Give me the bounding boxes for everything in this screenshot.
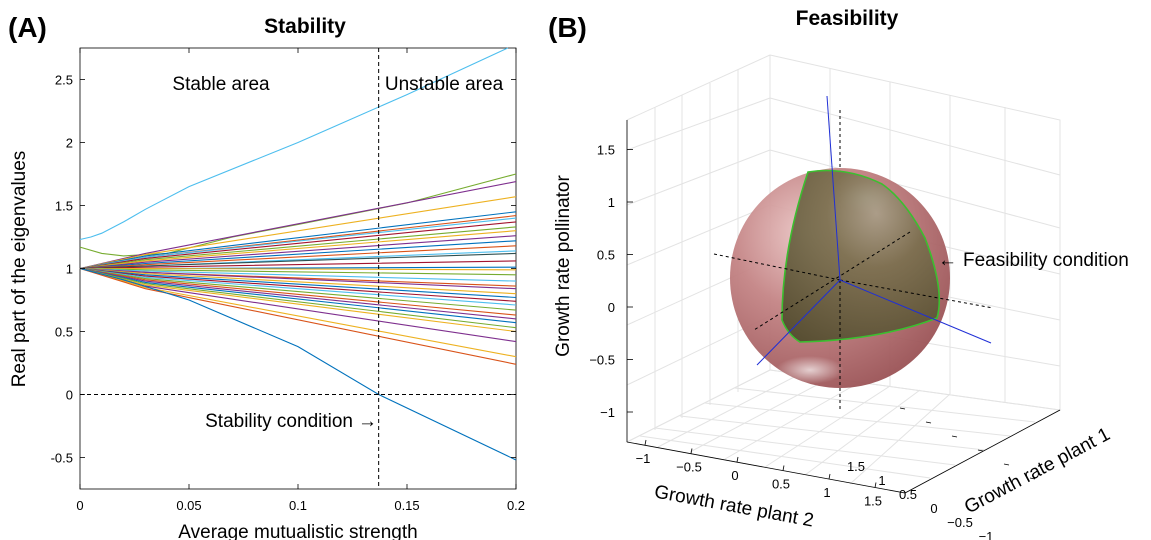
y-tick-label: 1 [66, 262, 73, 277]
dashed-axes-front [713, 231, 994, 412]
y3d-tick-mark [899, 407, 906, 410]
y3d-tick-mark [977, 449, 984, 452]
z-tick-label: 1 [608, 195, 615, 210]
x3d-tick-label: −0.5 [676, 460, 702, 475]
panel-b-ylabel: Growth rate plant 1 [961, 424, 1114, 518]
y-tick-label: 0 [66, 388, 73, 403]
x3d-tick-mark [736, 456, 739, 463]
x-tick-label: 0.15 [394, 498, 419, 513]
y-tick-label: 2 [66, 136, 73, 151]
unstable-area-label: Unstable area [385, 74, 504, 95]
x-tick-label: 0.2 [507, 498, 525, 513]
y3d-tick-label: −1 [979, 529, 994, 540]
plant2-positive-axis [839, 279, 992, 344]
series-line-35 [79, 267, 517, 365]
panel-a-xlabel: Average mutualistic strength [178, 522, 417, 540]
panel-b-label: (B) [548, 12, 587, 43]
dashed-plant1-axis [753, 231, 911, 331]
x3d-tick-mark [828, 473, 831, 480]
feasibility-boundary [781, 169, 941, 343]
x-tick-label: 0.1 [289, 498, 307, 513]
sphere-highlight-bottom [776, 356, 844, 384]
feasible-region [782, 170, 940, 342]
panel-b-title: Feasibility [796, 7, 899, 30]
panel-a-series-group [79, 47, 517, 461]
series-line-1 [79, 47, 509, 241]
panel-a: (A) Stability 0 0.05 0.1 0.15 0.2 -0.5 0 0.5 1 1.… [8, 12, 525, 540]
x-tick-label: 0.05 [176, 498, 201, 513]
panel-a-label: (A) [8, 12, 47, 43]
x3d-tick-mark [782, 465, 785, 471]
panel-b-ticks: −1−0.500.511.5−1−0.500.511.5−1−0.500.511… [589, 143, 1036, 540]
stable-area-label: Stable area [172, 74, 270, 95]
feasibility-condition-arrow: ← [938, 250, 957, 271]
panel-b: (B) Feasibility −1 −0.5 0 0.5 1 1.5 −1 −0.5 0 0.5… [548, 7, 1129, 540]
z-tick-label: 1.5 [597, 143, 615, 158]
x3d-tick-label: 0 [731, 468, 738, 483]
y-tick-label: 0.5 [55, 325, 73, 340]
series-line-36 [79, 267, 517, 461]
x3d-tick-label: 0.5 [772, 477, 790, 492]
x-axis-line [626, 441, 906, 494]
z-tick-label: −1 [600, 405, 615, 420]
stability-condition-arrow: → [358, 411, 377, 432]
y-tick-label: 1.5 [55, 199, 73, 214]
panel-a-ticks: 0 0.05 0.1 0.15 0.2 -0.5 0 0.5 1 1.5 2 2.5 [51, 48, 525, 513]
x3d-tick-label: −1 [636, 451, 651, 466]
panel-a-title: Stability [264, 15, 346, 38]
stability-condition-label: Stability condition [205, 411, 353, 432]
positive-axes [756, 95, 992, 366]
z-tick-label: 0.5 [597, 248, 615, 263]
feasibility-condition-label: Feasibility condition [963, 250, 1129, 271]
y3d-tick-label: 1.5 [847, 459, 865, 474]
y3d-tick-mark [925, 421, 932, 424]
panel-b-zlabel: Growth rate pollinator [553, 175, 574, 357]
y-axis-line [904, 409, 1061, 494]
dashed-across-axis [839, 279, 994, 309]
y3d-tick-label: −0.5 [947, 515, 973, 530]
y-tick-label: -0.5 [51, 451, 73, 466]
x3d-tick-mark [874, 482, 877, 488]
grid-floor [625, 369, 1062, 494]
panel-a-ylabel: Real part of the eigenvalues [9, 151, 30, 388]
x3d-tick-mark [690, 448, 693, 454]
x-tick-label: 0 [76, 498, 83, 513]
plant1-positive-axis [756, 279, 841, 366]
x3d-tick-label: 1.5 [864, 494, 882, 509]
y3d-tick-label: 1 [878, 473, 885, 488]
y3d-tick-label: 0 [930, 501, 937, 516]
panel-b-axes [626, 120, 1061, 494]
panel-b-xlabel: Growth rate plant 2 [653, 482, 816, 532]
y3d-tick-mark [1003, 463, 1010, 466]
x3d-tick-label: 1 [823, 485, 830, 500]
x3d-tick-mark [644, 439, 647, 446]
pollinator-positive-axis [826, 95, 841, 281]
y3d-tick-mark [951, 435, 958, 438]
y3d-tick-label: 0.5 [899, 487, 917, 502]
y-tick-label: 2.5 [55, 73, 73, 88]
z-tick-label: −0.5 [589, 353, 615, 368]
y3d-tick-mark [1029, 477, 1036, 480]
z-tick-label: 0 [608, 300, 615, 315]
